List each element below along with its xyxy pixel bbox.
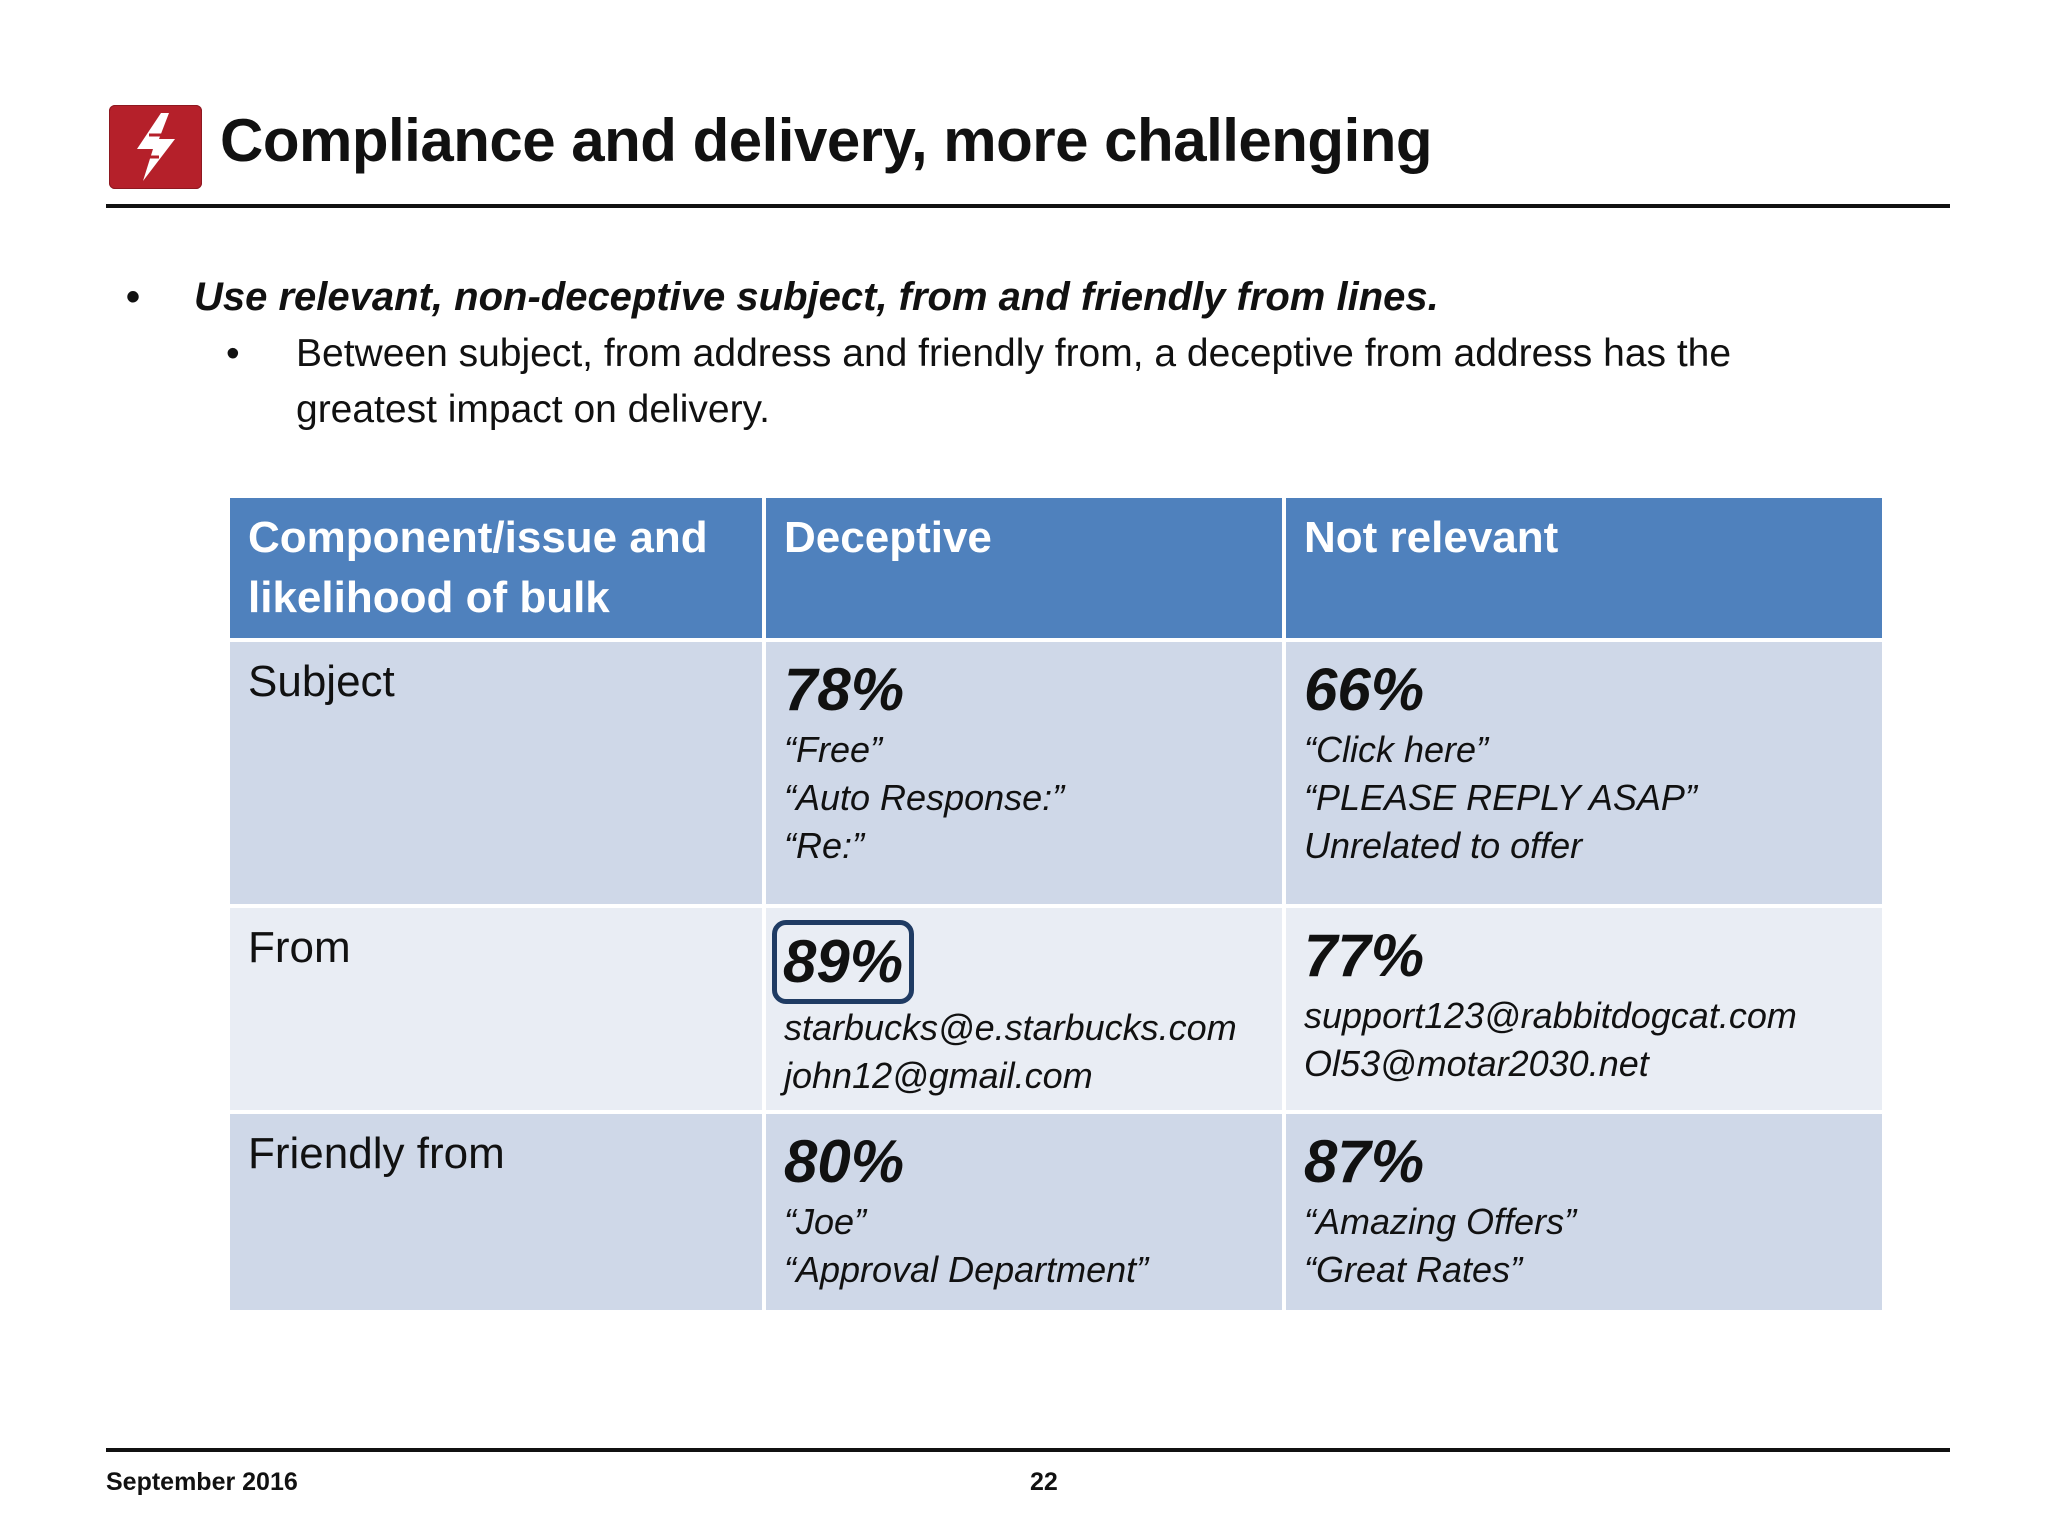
row-component: Friendly from	[226, 1110, 766, 1314]
lightning-bolt-icon	[137, 113, 175, 181]
not-relevant-cell: 66% “Click here” “PLEASE REPLY ASAP” Unr…	[1282, 638, 1886, 908]
title-divider	[106, 204, 1950, 208]
not-relevant-percent: 66%	[1304, 656, 1425, 723]
example-text: “Re:”	[784, 825, 864, 866]
example-text: support123@rabbitdogcat.com	[1304, 995, 1797, 1036]
table-row: From 89% starbucks@e.starbucks.com john1…	[226, 904, 1886, 1114]
deceptive-percent: 80%	[784, 1128, 905, 1195]
slide-title: Compliance and delivery, more challengin…	[220, 107, 1433, 174]
not-relevant-cell: 87% “Amazing Offers” “Great Rates”	[1282, 1110, 1886, 1314]
table-row: Friendly from 80% “Joe” “Approval Depart…	[226, 1110, 1886, 1314]
header-component: Component/issue and likelihood of bulk	[226, 494, 766, 642]
page-number: 22	[1030, 1468, 1058, 1496]
footer-date: September 2016	[106, 1468, 298, 1496]
bullet-list: Use relevant, non-deceptive subject, fro…	[126, 268, 1946, 438]
deceptive-percent: 78%	[784, 656, 905, 723]
not-relevant-cell: 77% support123@rabbitdogcat.com Ol53@mot…	[1282, 904, 1886, 1114]
example-text: “Approval Department”	[784, 1249, 1149, 1290]
example-text: “Great Rates”	[1304, 1249, 1523, 1290]
example-text: Ol53@motar2030.net	[1304, 1043, 1649, 1084]
example-text: “Amazing Offers”	[1304, 1201, 1577, 1242]
example-text: Unrelated to offer	[1304, 825, 1583, 866]
header-not-relevant: Not relevant	[1282, 494, 1886, 642]
example-text: “Auto Response:”	[784, 777, 1065, 818]
table-row: Subject 78% “Free” “Auto Response:” “Re:…	[226, 638, 1886, 908]
main-bullet: Use relevant, non-deceptive subject, fro…	[126, 268, 1946, 326]
deceptive-cell: 80% “Joe” “Approval Department”	[762, 1110, 1286, 1314]
sub-bullet: Between subject, from address and friend…	[226, 326, 1856, 438]
row-component: Subject	[226, 638, 766, 908]
deceptive-cell: 78% “Free” “Auto Response:” “Re:”	[762, 638, 1286, 908]
footer-divider	[106, 1448, 1950, 1452]
example-text: “PLEASE REPLY ASAP”	[1304, 777, 1697, 818]
example-text: “Click here”	[1304, 729, 1489, 770]
example-text: john12@gmail.com	[784, 1055, 1093, 1096]
comparison-table: Component/issue and likelihood of bulk D…	[226, 494, 1886, 1314]
not-relevant-percent: 87%	[1304, 1128, 1425, 1195]
row-component: From	[226, 904, 766, 1114]
example-text: “Free”	[784, 729, 882, 770]
example-text: starbucks@e.starbucks.com	[784, 1007, 1237, 1048]
table-header-row: Component/issue and likelihood of bulk D…	[226, 494, 1886, 642]
not-relevant-percent: 77%	[1304, 922, 1425, 989]
deceptive-cell: 89% starbucks@e.starbucks.com john12@gma…	[762, 904, 1286, 1114]
company-logo	[109, 105, 202, 189]
example-text: “Joe”	[784, 1201, 867, 1242]
highlighted-deceptive-percent: 89%	[772, 920, 915, 1004]
header-deceptive: Deceptive	[762, 494, 1286, 642]
